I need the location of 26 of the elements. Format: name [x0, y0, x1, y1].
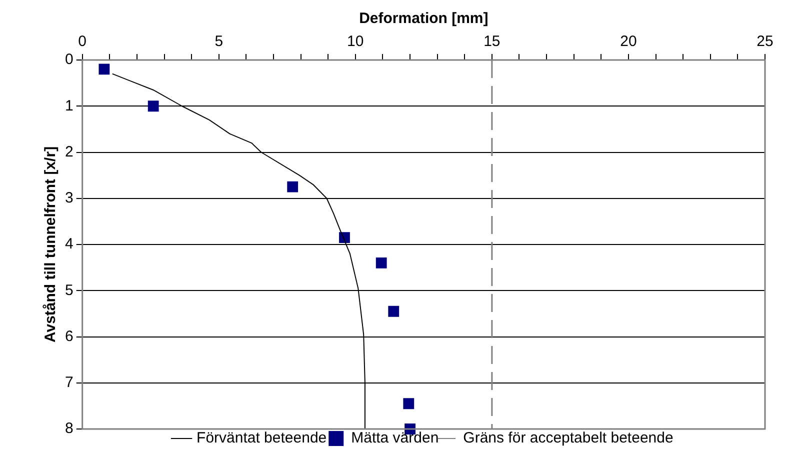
- x-tick-label: 5: [214, 33, 224, 50]
- y-tick-label: 2: [65, 143, 74, 160]
- y-tick-label: 3: [65, 190, 74, 207]
- legend-label: Mätta värden: [351, 430, 439, 447]
- point: [376, 258, 387, 268]
- x-tick-label: 25: [756, 33, 774, 50]
- x-tick-label: 20: [620, 33, 637, 50]
- point: [388, 306, 400, 317]
- y-tick-label: 4: [65, 236, 74, 253]
- y-tick-label: 8: [65, 420, 74, 438]
- x-tick-label: 15: [484, 33, 500, 50]
- point: [287, 181, 298, 192]
- legend-label: Förväntat beteende: [196, 430, 327, 447]
- point: [98, 64, 110, 75]
- x-axis-title: Deformation [mm]: [359, 10, 488, 28]
- y-tick-label: 5: [65, 282, 74, 299]
- y-tick-label: 7: [65, 374, 74, 392]
- x-tick-label: 10: [347, 33, 364, 50]
- y-tick-label: 6: [65, 328, 74, 345]
- y-tick-label: 0: [65, 51, 74, 68]
- point: [148, 100, 159, 112]
- y-axis-title: Avstånd till tunnelfront [x/r]: [42, 146, 60, 343]
- y-tick-label: 1: [65, 97, 74, 114]
- ref-line-label: Gräns för acceptabelt beteende: [463, 430, 674, 447]
- x-tick-label: 0: [78, 33, 87, 50]
- point: [403, 398, 414, 410]
